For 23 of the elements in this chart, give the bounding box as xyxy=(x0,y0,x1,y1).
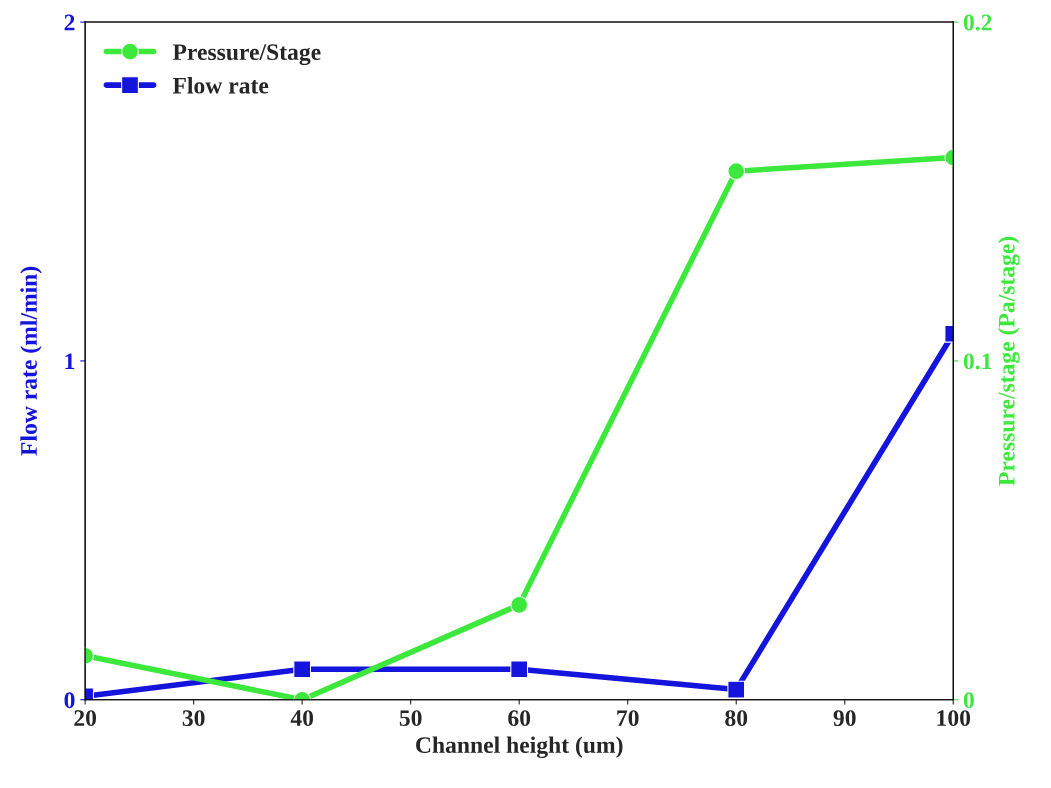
y-tick-label: 2 xyxy=(64,14,75,31)
y2-tick-label: 0.2 xyxy=(963,14,992,31)
x-tick-label: 20 xyxy=(74,710,97,727)
x-tick-label: 90 xyxy=(833,710,856,727)
y2-axis-title: Pressure/stage (Pa/stage) xyxy=(998,236,1020,486)
point xyxy=(727,680,746,699)
point xyxy=(510,660,529,679)
legend-label: Flow rate xyxy=(172,77,269,94)
x-axis-title: Channel height (um) xyxy=(416,736,623,759)
x-tick-label: 100 xyxy=(937,710,971,727)
x-tick-label: 50 xyxy=(399,710,422,727)
y-tick-label: 1 xyxy=(65,353,75,370)
y-tick-label: 0 xyxy=(64,692,75,709)
x-tick-label: 40 xyxy=(290,710,314,727)
y-axis-title: Flow rate (ml/min) xyxy=(20,266,42,456)
legend-label: Pressure/Stage xyxy=(172,44,321,66)
x-tick-label: 80 xyxy=(725,710,748,727)
x-tick-label: 30 xyxy=(182,710,205,727)
x-tick-label: 60 xyxy=(508,710,531,727)
y2-tick-label: 0.1 xyxy=(963,353,992,370)
point xyxy=(293,660,312,679)
y2-tick-label: 0 xyxy=(963,692,974,709)
x-tick-label: 70 xyxy=(617,710,639,727)
